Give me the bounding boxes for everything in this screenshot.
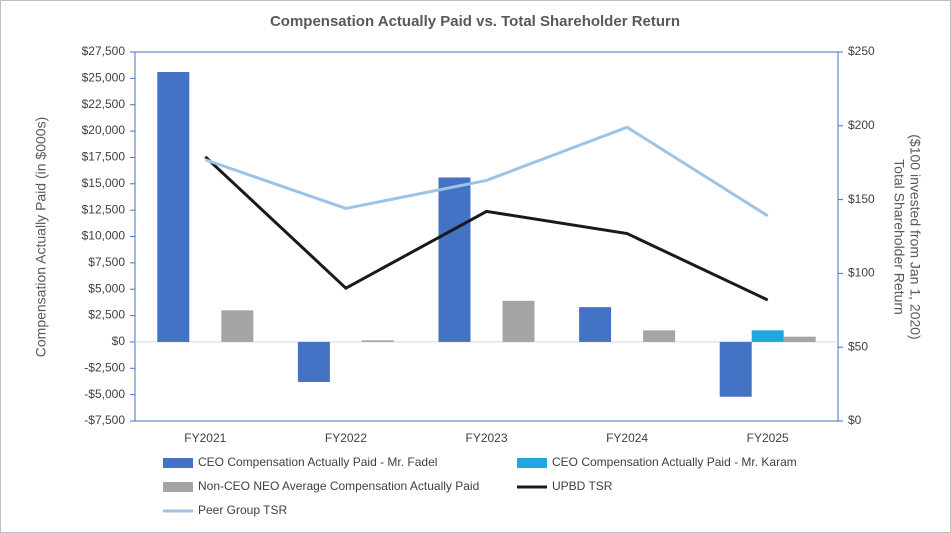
legend-label: Peer Group TSR (198, 503, 287, 517)
y-tick-label: $2,500 (88, 308, 125, 322)
line (204, 155, 769, 302)
bar (297, 341, 330, 382)
bar (361, 340, 394, 342)
bar (438, 177, 471, 342)
y-tick-label: $20,000 (82, 123, 126, 137)
y-tick-label: $12,500 (82, 202, 126, 216)
y2-axis-label: Total Shareholder Return (891, 159, 907, 315)
line (204, 125, 769, 218)
legend-swatch (163, 458, 193, 468)
legend-label: UPBD TSR (552, 479, 613, 493)
y-tick-label: $25,000 (82, 71, 126, 85)
y-tick-label: $22,500 (82, 97, 126, 111)
y-tick-label: -$7,500 (84, 413, 125, 427)
y-tick-label: $17,500 (82, 150, 126, 164)
y-tick-label: $27,500 (82, 44, 126, 58)
bar (579, 307, 612, 342)
legend-label: CEO Compensation Actually Paid - Mr. Fad… (198, 455, 437, 469)
y-tick-label: $10,000 (82, 229, 126, 243)
bar (502, 300, 535, 342)
bar (719, 341, 752, 397)
y-tick-label: -$5,000 (84, 387, 125, 401)
y-tick-label: $0 (112, 334, 126, 348)
y2-tick-label: $200 (848, 118, 875, 132)
legend-label: Non-CEO NEO Average Compensation Actuall… (198, 479, 479, 493)
legend-swatch (517, 458, 547, 468)
x-tick-label: FY2025 (747, 431, 789, 445)
y2-tick-label: $250 (848, 44, 875, 58)
y-tick-label: $7,500 (88, 255, 125, 269)
x-tick-label: FY2023 (465, 431, 507, 445)
x-tick-label: FY2021 (184, 431, 226, 445)
bar (751, 330, 784, 342)
y-tick-label: -$2,500 (84, 360, 125, 374)
y-axis-label: Compensation Actually Paid (in $000s) (33, 117, 49, 357)
bar (783, 336, 816, 342)
bar (157, 72, 190, 342)
y2-tick-label: $150 (848, 192, 875, 206)
chart-title: Compensation Actually Paid vs. Total Sha… (270, 13, 680, 30)
bar (643, 330, 676, 342)
x-tick-label: FY2024 (606, 431, 648, 445)
x-tick-label: FY2022 (325, 431, 367, 445)
legend-swatch (163, 482, 193, 492)
y-tick-label: $5,000 (88, 281, 125, 295)
legend-label: CEO Compensation Actually Paid - Mr. Kar… (552, 455, 797, 469)
y2-tick-label: $50 (848, 339, 868, 353)
y2-tick-label: $100 (848, 266, 875, 280)
y2-axis-label: ($100 invested from Jan 1, 2020) (907, 134, 923, 339)
y2-tick-label: $0 (848, 413, 862, 427)
bar (221, 310, 254, 342)
y-tick-label: $15,000 (82, 176, 126, 190)
